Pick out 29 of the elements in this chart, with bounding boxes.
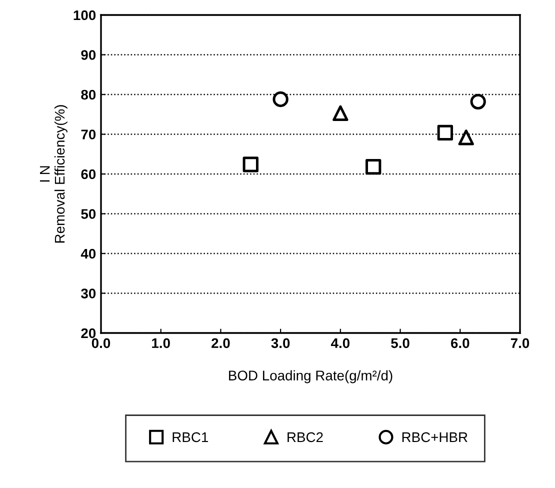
y-tick-label: 90 <box>81 50 96 60</box>
x-tick-label: 5.0 <box>391 338 410 348</box>
y-tick-label: 70 <box>81 130 96 140</box>
point <box>437 124 454 140</box>
x-tick-label: 6.0 <box>451 338 470 348</box>
x-tick-label: 4.0 <box>330 338 350 348</box>
legend-label: RBC2 <box>288 432 323 442</box>
y-tick-label: 30 <box>81 288 96 298</box>
point <box>366 159 382 175</box>
point <box>470 94 486 110</box>
y-axis-title: I N Removal Efficiency(%) <box>40 105 68 243</box>
x-tick-label: 3.0 <box>271 338 290 348</box>
x-tick-label: 1.0 <box>152 338 170 348</box>
legend-label: RBC1 <box>172 432 208 442</box>
y-tick-label: 80 <box>81 90 96 100</box>
point <box>272 91 288 108</box>
x-tick-label: 2.0 <box>212 338 230 348</box>
x-axis-title: BOD Loading Rate(g/m²/d) <box>229 370 392 384</box>
point <box>242 156 258 172</box>
y-tick-label: 40 <box>80 248 96 259</box>
legend-label: RBC+HBR <box>402 432 468 442</box>
y-tick-label: 60 <box>81 169 96 180</box>
x-tick-label: 0.0 <box>92 338 110 348</box>
y-tick-label: 100 <box>74 10 96 20</box>
x-tick-label: 7.0 <box>510 338 530 348</box>
y-tick-label: 20 <box>81 328 96 338</box>
y-tick-label: 50 <box>81 209 96 219</box>
point <box>458 130 474 146</box>
point <box>332 105 348 122</box>
